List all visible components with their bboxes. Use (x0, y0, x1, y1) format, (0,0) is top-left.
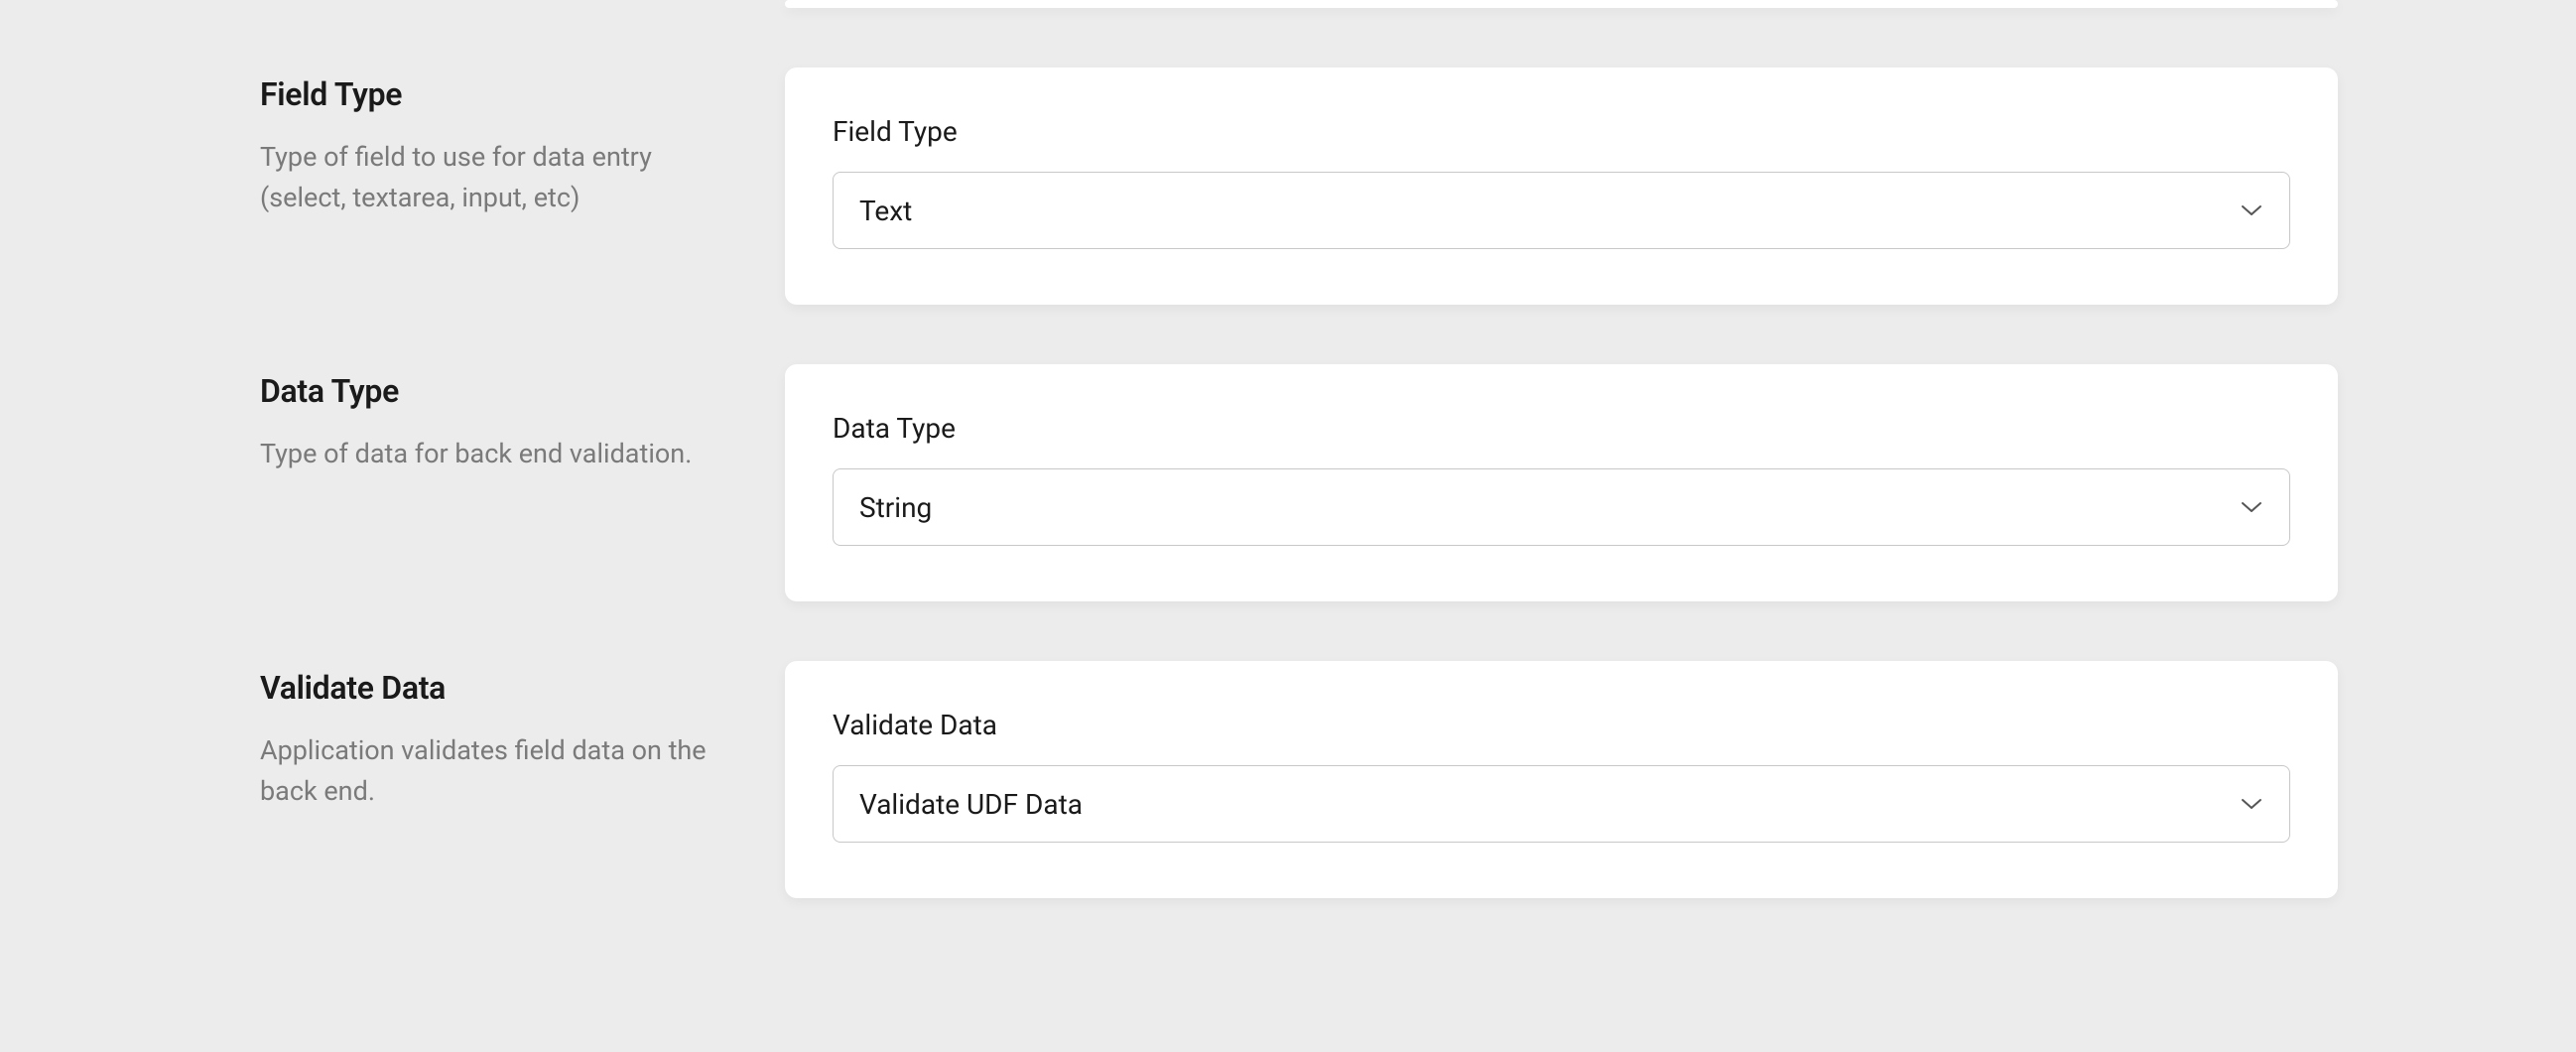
field-type-left: Field Type Type of field to use for data… (260, 67, 785, 217)
data-type-right: Data Type String (785, 364, 2338, 601)
field-type-label: Field Type (833, 115, 2290, 148)
data-type-select-wrap: String (833, 468, 2290, 546)
previous-card-bottom (785, 0, 2338, 8)
field-type-title: Field Type (260, 75, 725, 113)
data-type-left: Data Type Type of data for back end vali… (260, 364, 785, 474)
field-type-row: Field Type Type of field to use for data… (260, 67, 2338, 305)
data-type-description: Type of data for back end validation. (260, 434, 725, 474)
data-type-card: Data Type String (785, 364, 2338, 601)
validate-data-select-value: Validate UDF Data (859, 788, 1083, 821)
field-type-right: Field Type Text (785, 67, 2338, 305)
validate-data-row: Validate Data Application validates fiel… (260, 661, 2338, 898)
field-type-description: Type of field to use for data entry (sel… (260, 137, 725, 217)
data-type-select-value: String (859, 491, 932, 524)
data-type-row: Data Type Type of data for back end vali… (260, 364, 2338, 601)
field-type-select-value: Text (859, 195, 912, 227)
data-type-label: Data Type (833, 412, 2290, 445)
validate-data-card: Validate Data Validate UDF Data (785, 661, 2338, 898)
validate-data-select[interactable]: Validate UDF Data (833, 765, 2290, 843)
validate-data-description: Application validates field data on the … (260, 730, 725, 811)
validate-data-select-wrap: Validate UDF Data (833, 765, 2290, 843)
validate-data-right: Validate Data Validate UDF Data (785, 661, 2338, 898)
validate-data-left: Validate Data Application validates fiel… (260, 661, 785, 811)
data-type-select[interactable]: String (833, 468, 2290, 546)
validate-data-title: Validate Data (260, 669, 725, 707)
field-type-card: Field Type Text (785, 67, 2338, 305)
field-type-select-wrap: Text (833, 172, 2290, 249)
data-type-title: Data Type (260, 372, 725, 410)
validate-data-label: Validate Data (833, 709, 2290, 741)
field-type-select[interactable]: Text (833, 172, 2290, 249)
